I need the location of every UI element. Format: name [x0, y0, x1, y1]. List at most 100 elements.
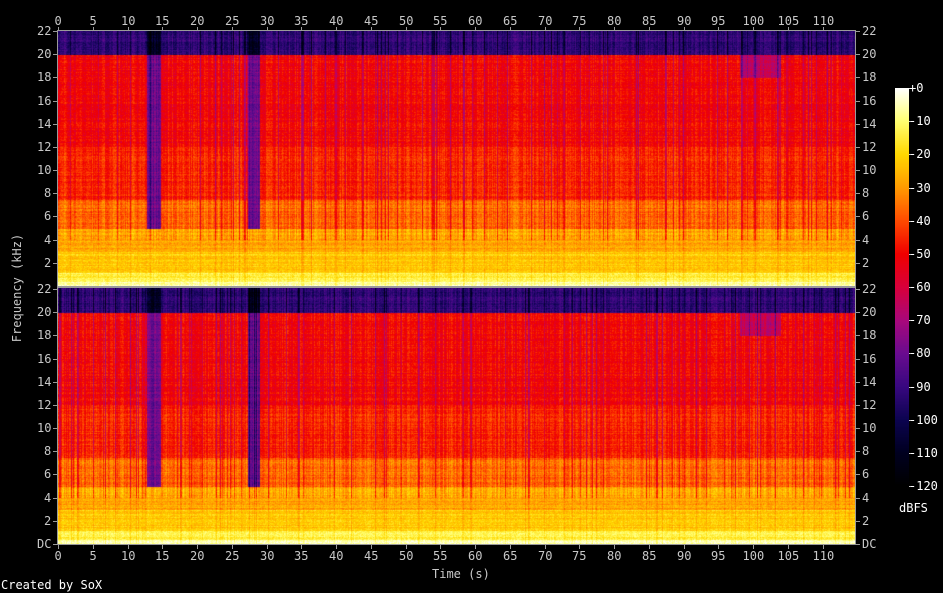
colorbar-tick — [909, 287, 912, 288]
x-tick-label-bottom: 20 — [190, 549, 205, 563]
y-tick-label-left: DC — [37, 537, 52, 551]
x-tick-label-bottom: 40 — [329, 549, 344, 563]
y-tick-right — [856, 312, 860, 313]
colorbar — [895, 88, 909, 486]
colorbar-tick-label: -50 — [909, 247, 931, 261]
y-tick-label-right: 2 — [862, 514, 870, 528]
x-tick-bottom — [162, 545, 163, 549]
y-tick-right — [856, 289, 860, 290]
colorbar-tick-label: -10 — [909, 114, 931, 128]
colorbar-label: dBFS — [899, 501, 928, 515]
x-tick-label-bottom: 45 — [364, 549, 379, 563]
x-tick-label-bottom: 50 — [399, 549, 414, 563]
x-tick-label-top: 25 — [225, 14, 240, 28]
y-tick-label-left: 2 — [44, 256, 52, 270]
y-tick-left — [53, 147, 57, 148]
y-tick-label-right: 18 — [862, 328, 877, 342]
x-tick-label-top: 100 — [742, 14, 765, 28]
x-tick-top — [371, 27, 372, 31]
x-tick-label-top: 70 — [538, 14, 553, 28]
y-tick-left — [53, 216, 57, 217]
x-tick-label-top: 80 — [607, 14, 622, 28]
x-tick-top — [232, 27, 233, 31]
y-tick-left — [53, 544, 57, 545]
y-tick-right — [856, 193, 860, 194]
x-tick-label-top: 5 — [89, 14, 97, 28]
x-tick-bottom — [753, 545, 754, 549]
x-tick-label-top: 35 — [294, 14, 309, 28]
x-tick-bottom — [93, 545, 94, 549]
x-tick-top — [684, 27, 685, 31]
y-tick-label-right: DC — [862, 537, 877, 551]
y-tick-right — [856, 240, 860, 241]
colorbar-tick — [909, 486, 912, 487]
colorbar-tick-label: -40 — [909, 214, 931, 228]
colorbar-tick — [909, 387, 912, 388]
y-tick-label-left: 12 — [37, 398, 52, 412]
x-tick-bottom — [371, 545, 372, 549]
x-tick-label-bottom: 75 — [572, 549, 587, 563]
x-tick-top — [301, 27, 302, 31]
x-tick-bottom — [301, 545, 302, 549]
x-axis-label: Time (s) — [432, 567, 490, 581]
y-tick-right — [856, 216, 860, 217]
y-tick-right — [856, 521, 860, 522]
colorbar-tick — [909, 88, 912, 89]
x-tick-top — [753, 27, 754, 31]
y-tick-label-left: 12 — [37, 140, 52, 154]
x-tick-label-top: 110 — [812, 14, 835, 28]
y-tick-right — [856, 263, 860, 264]
colorbar-tick-label: -60 — [909, 280, 931, 294]
y-tick-label-right: 10 — [862, 421, 877, 435]
x-tick-top — [440, 27, 441, 31]
x-tick-label-bottom: 60 — [468, 549, 483, 563]
x-tick-label-bottom: 55 — [433, 549, 448, 563]
x-tick-top — [475, 27, 476, 31]
y-tick-label-left: 4 — [44, 233, 52, 247]
x-tick-label-top: 55 — [433, 14, 448, 28]
x-tick-bottom — [649, 545, 650, 549]
x-tick-top — [579, 27, 580, 31]
x-tick-label-bottom: 70 — [538, 549, 553, 563]
spectrogram-channel-1 — [58, 31, 855, 286]
x-tick-bottom — [684, 545, 685, 549]
y-tick-label-right: 4 — [862, 233, 870, 247]
y-tick-left — [53, 124, 57, 125]
x-tick-label-top: 0 — [54, 14, 62, 28]
colorbar-tick-label: -110 — [909, 446, 938, 460]
x-tick-label-top: 90 — [677, 14, 692, 28]
x-tick-bottom — [788, 545, 789, 549]
x-tick-top — [510, 27, 511, 31]
y-tick-right — [856, 451, 860, 452]
y-tick-right — [856, 335, 860, 336]
x-tick-bottom — [197, 545, 198, 549]
y-tick-left — [53, 240, 57, 241]
y-tick-label-right: 20 — [862, 305, 877, 319]
x-tick-top — [162, 27, 163, 31]
y-tick-label-right: 12 — [862, 140, 877, 154]
colorbar-tick-label: -90 — [909, 380, 931, 394]
x-tick-label-top: 50 — [399, 14, 414, 28]
x-tick-label-top: 40 — [329, 14, 344, 28]
x-tick-label-top: 60 — [468, 14, 483, 28]
y-tick-right — [856, 147, 860, 148]
x-tick-top — [267, 27, 268, 31]
y-tick-right — [856, 428, 860, 429]
colorbar-tick — [909, 121, 912, 122]
x-tick-top — [649, 27, 650, 31]
colorbar-tick — [909, 353, 912, 354]
x-tick-top — [545, 27, 546, 31]
y-tick-left — [53, 193, 57, 194]
y-tick-label-left: 20 — [37, 47, 52, 61]
y-tick-label-right: 6 — [862, 209, 870, 223]
x-tick-top — [336, 27, 337, 31]
y-tick-label-right: 14 — [862, 375, 877, 389]
y-tick-label-left: 8 — [44, 186, 52, 200]
x-tick-label-bottom: 5 — [89, 549, 97, 563]
y-tick-label-left: 4 — [44, 491, 52, 505]
spectrogram-channel-2 — [58, 288, 855, 544]
y-tick-label-right: 4 — [862, 491, 870, 505]
y-tick-label-right: 6 — [862, 467, 870, 481]
x-tick-top — [788, 27, 789, 31]
x-tick-label-bottom: 95 — [711, 549, 726, 563]
